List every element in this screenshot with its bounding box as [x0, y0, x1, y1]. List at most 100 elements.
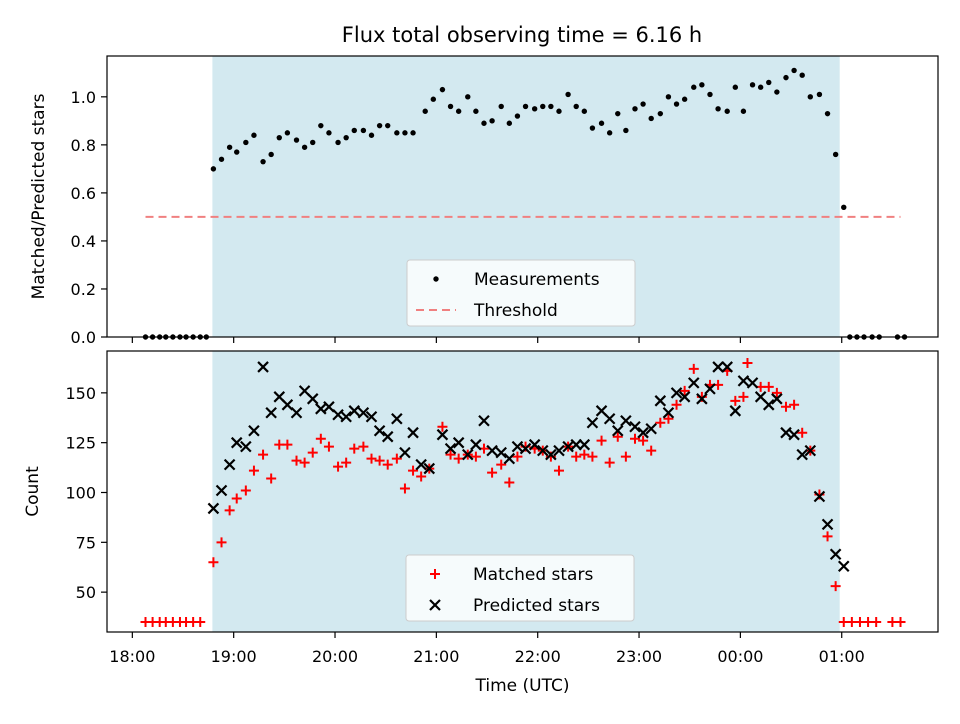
measurement-point: [284, 130, 291, 136]
matched-star-point: [688, 363, 699, 374]
predicted-star-point: [323, 401, 335, 413]
top-y-tick-label: 0.2: [71, 280, 96, 299]
matched-star-point: [258, 449, 269, 460]
predicted-star-point: [257, 361, 269, 373]
bottom-series-matched-stars: [140, 357, 906, 628]
measurement-point: [556, 108, 562, 114]
predicted-star-point: [478, 414, 490, 427]
matched-star-point: [612, 431, 623, 442]
measurement-point: [648, 115, 654, 122]
bottom-panel: 50 75 100 125 150 18:00 19:00 20:00 21:00 22:00 23…: [23, 350, 939, 696]
top-panel: 0.0 0.2 0.4 0.6 0.8 1.0 Matched/Predicted star…: [29, 55, 939, 347]
x-tick-label: 21:00: [413, 647, 459, 666]
measurement-point: [360, 127, 367, 134]
predicted-star-point: [503, 452, 516, 465]
matched-star-point: [629, 433, 640, 444]
measurement-point: [807, 94, 814, 100]
measurement-point: [351, 127, 357, 134]
measurement-point: [816, 91, 823, 98]
predicted-star-point: [737, 375, 750, 387]
bottom-legend: Matched stars Predicted stars: [405, 554, 635, 622]
measurement-point: [368, 132, 375, 138]
matched-star-point: [797, 427, 808, 438]
matched-star-point: [789, 399, 800, 410]
predicted-star-point: [562, 440, 574, 453]
predicted-star-point: [545, 448, 557, 461]
matched-star-point: [646, 445, 657, 456]
predicted-star-point: [373, 424, 386, 437]
bottom-y-tick-label: 150: [65, 384, 96, 403]
x-axis-label: Time (UTC): [475, 676, 570, 696]
legend-entry-label: Matched stars: [473, 565, 593, 585]
measurement-point: [598, 120, 605, 126]
measurement-point: [774, 89, 780, 95]
measurement-point: [615, 110, 621, 117]
predicted-star-point: [407, 426, 419, 439]
measurement-point: [210, 166, 217, 172]
measurement-point: [498, 103, 504, 110]
predicted-star-point: [240, 440, 252, 453]
measurement-point: [783, 74, 789, 81]
legend-measurement-marker: [433, 276, 439, 282]
matched-star-point: [266, 473, 277, 484]
predicted-star-point: [662, 407, 675, 419]
measurement-point: [402, 130, 408, 136]
x-tick-label: 20:00: [312, 647, 358, 666]
bottom-legend-box: [405, 554, 635, 622]
top-y-tick-label: 0.6: [71, 184, 96, 203]
predicted-star-point: [586, 416, 599, 429]
predicted-star-point: [470, 438, 482, 451]
legend-matched-marker: [430, 569, 440, 579]
matched-star-point: [504, 477, 515, 488]
matched-star-point: [487, 467, 498, 478]
predicted-star-point: [391, 412, 403, 425]
predicted-star-point: [365, 410, 378, 423]
predicted-star-point: [611, 424, 624, 437]
matched-star-point: [282, 439, 293, 450]
matched-star-point: [620, 451, 631, 462]
measurement-point: [385, 122, 391, 129]
matched-star-point: [391, 453, 402, 464]
predicted-star-point: [704, 383, 716, 395]
matched-star-point: [587, 451, 598, 462]
matched-star-point: [445, 449, 456, 460]
predicted-star-point: [332, 408, 344, 421]
measurement-point: [589, 125, 596, 131]
matched-star-point: [663, 413, 674, 424]
measurement-point: [757, 84, 764, 90]
predicted-star-point: [788, 428, 800, 441]
predicted-star-point: [813, 490, 826, 503]
predicted-star-point: [230, 436, 243, 449]
measurement-point: [548, 103, 554, 110]
measurement-point: [268, 151, 274, 158]
legend-entry-label: Threshold: [473, 301, 558, 321]
bottom-y-tick-label: 50: [76, 583, 96, 602]
matched-star-point: [341, 457, 352, 468]
legend-entry-label: Predicted stars: [473, 596, 600, 616]
predicted-star-point: [290, 407, 303, 419]
matched-star-point: [437, 421, 448, 432]
matched-star-point: [596, 435, 607, 446]
predicted-star-point: [423, 462, 436, 475]
predicted-star-point: [495, 446, 507, 459]
measurement-point: [481, 120, 487, 126]
measurement-point: [276, 134, 282, 141]
measurement-point: [791, 67, 797, 74]
matched-star-point: [299, 457, 310, 468]
measurement-point: [218, 156, 225, 162]
measurement-point: [455, 108, 462, 114]
predicted-star-point: [837, 560, 850, 573]
measurement-point: [841, 204, 847, 211]
measurement-point: [707, 91, 713, 98]
top-axes-frame: [106, 55, 939, 338]
measurement-point: [681, 96, 688, 102]
matched-star-point: [470, 451, 481, 462]
matched-star-point: [323, 441, 334, 452]
bottom-y-tick-label: 75: [76, 533, 96, 552]
predicted-star-point: [381, 430, 394, 443]
matched-star-point: [224, 505, 235, 516]
predicted-star-point: [444, 442, 457, 455]
x-tick-label: 23:00: [616, 647, 662, 666]
matched-star-point: [453, 453, 464, 464]
predicted-star-point: [536, 444, 549, 457]
